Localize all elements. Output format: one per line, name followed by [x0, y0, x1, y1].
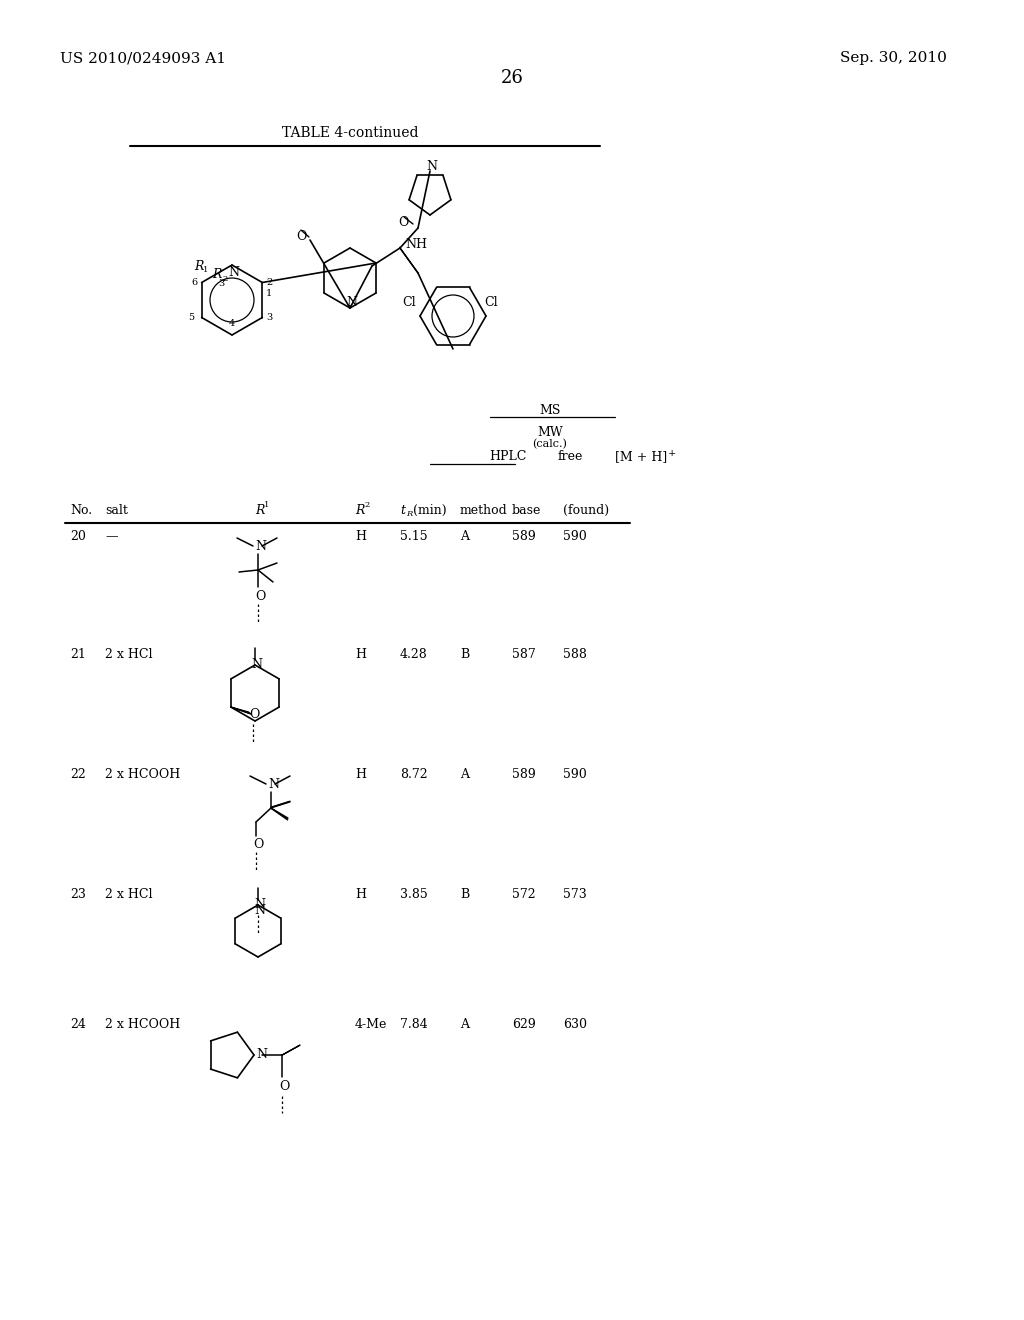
Text: H: H [355, 768, 366, 781]
Text: (min): (min) [413, 503, 446, 516]
Text: 630: 630 [563, 1019, 587, 1031]
Text: 8.72: 8.72 [400, 768, 428, 781]
Text: 5: 5 [187, 313, 194, 322]
Text: 2 x HCl: 2 x HCl [105, 648, 153, 661]
Text: 3: 3 [218, 279, 224, 288]
Text: method: method [460, 503, 508, 516]
Text: Cl: Cl [484, 296, 499, 309]
Text: 20: 20 [70, 531, 86, 544]
Text: R: R [194, 260, 203, 273]
Text: US 2010/0249093 A1: US 2010/0249093 A1 [60, 51, 226, 65]
Text: R: R [406, 510, 413, 517]
Text: 590: 590 [563, 531, 587, 544]
Text: B: B [460, 648, 469, 661]
Text: R: R [255, 503, 264, 516]
Text: 4.28: 4.28 [400, 648, 428, 661]
Text: N: N [346, 296, 357, 309]
Text: O: O [249, 709, 259, 722]
Text: 1: 1 [264, 502, 269, 510]
Text: 629: 629 [512, 1019, 536, 1031]
Text: MS: MS [540, 404, 561, 417]
Text: N: N [426, 160, 437, 173]
Text: A: A [460, 1019, 469, 1031]
Text: R: R [355, 503, 365, 516]
Text: 4: 4 [229, 319, 236, 329]
Text: 4-Me: 4-Me [355, 1019, 387, 1031]
Text: MW: MW [538, 425, 563, 438]
Text: H: H [355, 648, 366, 661]
Text: 2: 2 [222, 275, 227, 282]
Text: 22: 22 [70, 768, 86, 781]
Text: O: O [279, 1081, 290, 1093]
Text: 590: 590 [563, 768, 587, 781]
Text: A: A [460, 531, 469, 544]
Text: [M + H]: [M + H] [615, 450, 668, 463]
Text: A: A [460, 768, 469, 781]
Text: 2: 2 [364, 502, 370, 510]
Text: (found): (found) [563, 503, 609, 516]
Text: N: N [256, 1048, 267, 1061]
Text: salt: salt [105, 503, 128, 516]
Text: O: O [253, 837, 263, 850]
Text: O: O [255, 590, 265, 602]
Text: 5.15: 5.15 [400, 531, 428, 544]
Text: O: O [296, 231, 306, 243]
Text: —: — [105, 531, 118, 544]
Text: Cl: Cl [402, 296, 416, 309]
Text: 1: 1 [266, 289, 272, 298]
Text: N: N [228, 265, 239, 279]
Text: +: + [668, 449, 676, 458]
Text: 572: 572 [512, 888, 536, 902]
Text: No.: No. [70, 503, 92, 516]
Text: B: B [460, 888, 469, 902]
Text: N: N [255, 540, 266, 553]
Text: 2 x HCOOH: 2 x HCOOH [105, 768, 180, 781]
Text: 589: 589 [512, 531, 536, 544]
Text: 26: 26 [501, 69, 523, 87]
Text: 573: 573 [563, 888, 587, 902]
Text: 3: 3 [266, 313, 272, 322]
Text: N: N [251, 659, 262, 672]
Text: 2 x HCl: 2 x HCl [105, 888, 153, 902]
Text: 3.85: 3.85 [400, 888, 428, 902]
Text: 2 x HCOOH: 2 x HCOOH [105, 1019, 180, 1031]
Text: 23: 23 [70, 888, 86, 902]
Text: N: N [254, 904, 265, 917]
Text: 1: 1 [203, 267, 208, 275]
Text: 6: 6 [191, 279, 198, 286]
Text: H: H [355, 888, 366, 902]
Text: 2: 2 [266, 279, 272, 286]
Text: 7.84: 7.84 [400, 1019, 428, 1031]
Text: O: O [398, 215, 409, 228]
Text: base: base [512, 503, 542, 516]
Text: 21: 21 [70, 648, 86, 661]
Text: N: N [254, 899, 265, 912]
Text: H: H [355, 531, 366, 544]
Text: free: free [557, 450, 583, 463]
Text: 589: 589 [512, 768, 536, 781]
Text: t: t [400, 503, 406, 516]
Text: Sep. 30, 2010: Sep. 30, 2010 [840, 51, 947, 65]
Text: (calc.): (calc.) [532, 438, 567, 449]
Text: N: N [268, 779, 279, 792]
Text: TABLE 4-continued: TABLE 4-continued [282, 125, 418, 140]
Text: R: R [212, 268, 221, 281]
Text: 588: 588 [563, 648, 587, 661]
Text: HPLC: HPLC [489, 450, 526, 463]
Text: NH: NH [406, 239, 427, 252]
Text: 24: 24 [70, 1019, 86, 1031]
Text: 587: 587 [512, 648, 536, 661]
